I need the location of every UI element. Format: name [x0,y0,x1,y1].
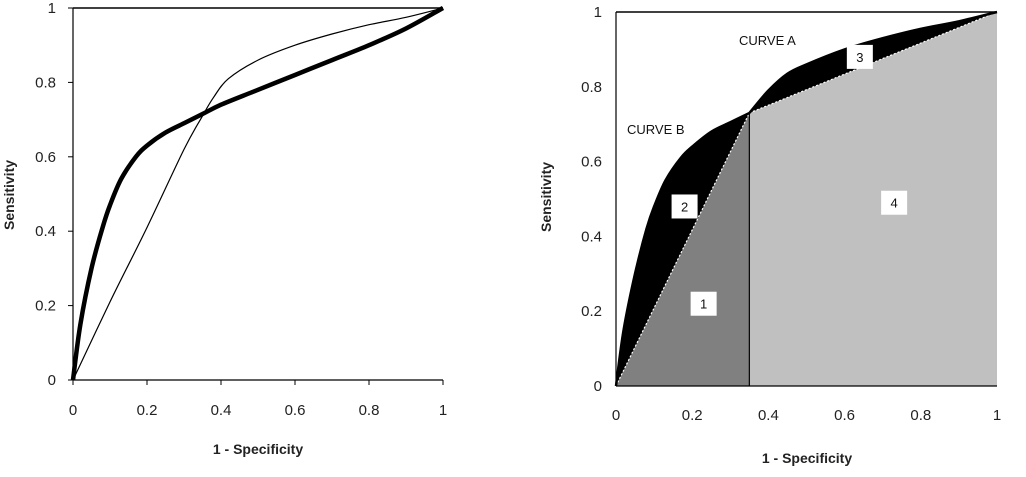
region-4 [749,12,997,386]
left-x-tick: 0.6 [285,402,306,419]
right-y-tick-labels: 0 0.2 0.4 0.6 0.8 1 [581,4,602,395]
left-x-tick: 0.8 [359,402,380,419]
left-series-line-2 [72,7,444,381]
left-y-tick-labels: 0 0.2 0.4 0.6 0.8 1 [35,0,56,389]
right-y-tick: 0.8 [581,79,602,96]
left-y-tick: 0 [48,372,56,389]
right-region-labels: 1 2 3 4 [671,44,908,316]
right-x-tick: 0 [612,407,620,424]
region-label-box [690,291,717,316]
left-y-tick: 1 [48,0,56,17]
right-shaded-regions [615,11,998,387]
right-x-axis-label: 1 - Specificity [762,450,852,466]
left-series-line-1 [70,6,445,381]
left-y-tick: 0.6 [35,149,56,166]
left-x-tick: 0.2 [137,402,158,419]
region-label-box [846,44,873,69]
right-x-tick: 0.8 [910,407,931,424]
chord-upper [749,11,998,114]
left-x-tick-labels: 0 0.2 0.4 0.6 0.8 1 [69,402,447,419]
right-y-tick: 0.6 [581,154,602,171]
right-y-tick: 0 [594,378,602,395]
left-axes [68,7,444,385]
curve-a-line [748,10,998,114]
curve-b-line [614,111,750,387]
chord-lower [615,112,750,387]
region-label-box [881,190,908,215]
right-y-tick: 0.4 [581,228,602,245]
left-x-tick: 1 [439,402,447,419]
curve-b-label: CURVE B [627,122,685,137]
left-y-tick: 0.8 [35,74,56,91]
right-x-tick: 0.6 [834,407,855,424]
left-roc-chart: 0 0.2 0.4 0.6 0.8 1 0 0.2 0.4 0.6 0.8 1 1 - Specif… [1,0,447,457]
right-x-tick: 0.2 [682,407,703,424]
right-y-tick: 1 [594,4,602,21]
left-series [70,6,445,381]
right-axes [615,11,997,387]
left-y-axis-label: Sensitivity [1,160,17,230]
left-y-tick: 0.4 [35,223,56,240]
left-x-axis-label: 1 - Specificity [213,441,303,457]
region-label-3: 3 [856,50,863,65]
right-x-tick-labels: 0 0.2 0.4 0.6 0.8 1 [612,407,1001,424]
region-label-box [671,194,698,219]
right-roc-chart: 0 0.2 0.4 0.6 0.8 1 0 0.2 0.4 0.6 0.8 1 1 2 3 4 CURVE… [538,4,1001,466]
region-label-2: 2 [681,199,688,214]
left-x-tick: 0.4 [211,402,232,419]
region-label-4: 4 [891,196,898,211]
left-y-tick: 0.2 [35,298,56,315]
region-label-1: 1 [700,297,707,312]
right-curves [614,10,998,387]
right-y-axis-label: Sensitivity [538,162,554,232]
right-x-tick: 0.4 [758,407,779,424]
right-y-tick: 0.2 [581,303,602,320]
left-x-tick: 0 [69,402,77,419]
region-2 [616,113,750,386]
right-x-tick: 1 [993,407,1001,424]
curve-a-label: CURVE A [739,33,796,48]
